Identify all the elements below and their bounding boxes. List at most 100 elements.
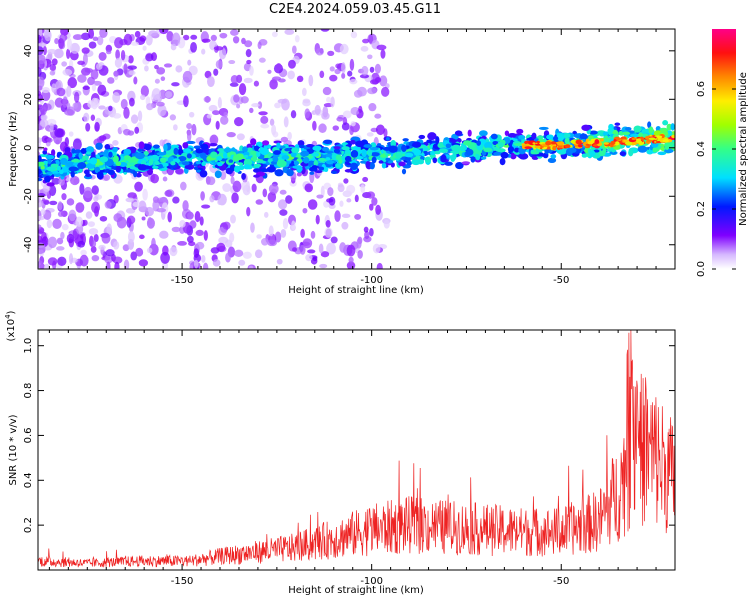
spectrogram-cell (621, 131, 631, 136)
spectrogram-cell (80, 148, 87, 154)
spectrogram-cell (339, 200, 344, 207)
spectrogram-cell (374, 63, 381, 74)
spectrogram-cell (212, 110, 221, 116)
spectrogram-cell (92, 36, 99, 41)
spectrogram-cell (46, 137, 53, 143)
spectrogram-cell (276, 258, 283, 265)
spectrogram-cell (75, 216, 84, 227)
spectrogram-cell (200, 191, 205, 201)
spectrogram-cell (432, 157, 438, 164)
spectrogram-cell (312, 145, 322, 151)
spectrogram-cell (273, 150, 282, 155)
spectrogram-cell (44, 29, 52, 42)
spectrogram-cell (625, 126, 632, 131)
spectrogram-cell (246, 206, 251, 217)
spectrogram-cell (296, 75, 304, 83)
spectrogram-cell (376, 262, 383, 269)
spectrogram-cell (54, 97, 65, 108)
spectrogram-cell (427, 132, 437, 141)
spectrogram-cell (90, 151, 96, 160)
spectrogram-cell (309, 171, 315, 175)
spectrogram-cell (288, 59, 296, 69)
spectrogram-cell (493, 151, 503, 156)
spectrogram-cell (326, 96, 332, 103)
spectrogram-cell (323, 200, 330, 208)
spectrogram-cell (254, 249, 263, 259)
spectrogram-cell (39, 119, 49, 128)
spectrogram-cell (556, 141, 565, 146)
spectrogram-cell (363, 226, 369, 233)
spectrogram-cell (531, 132, 537, 140)
spectrogram-cell (357, 86, 367, 97)
spectrogram-cell (80, 32, 91, 41)
spectrogram-cell (158, 29, 169, 35)
spectrogram-cell (350, 106, 360, 116)
spectrogram-cell (222, 221, 231, 230)
spectrogram-cell (462, 140, 472, 146)
spectrogram-cell (104, 144, 111, 150)
spectrogram-cell (253, 174, 260, 178)
spectrogram-cell (58, 169, 64, 175)
spectrogram-cell (91, 83, 97, 92)
spectrogram-cell (54, 128, 64, 138)
spectrogram-cell (550, 154, 557, 159)
spectrogram-cell (88, 29, 95, 39)
spectrogram-cell (66, 85, 72, 98)
spectrogram-cell (260, 123, 270, 129)
spectrogram-cell (589, 150, 596, 157)
spectrogram-cell (272, 156, 279, 163)
spectrogram-cell (318, 166, 325, 171)
spectrogram-cell (93, 196, 99, 202)
snr-frame (37, 329, 676, 571)
spectrogram-cell (305, 254, 313, 262)
spectrogram-cell (190, 41, 197, 53)
spectrogram-cell (610, 140, 616, 146)
spectrogram-cell (79, 254, 89, 267)
spectrogram-cell (257, 101, 263, 109)
spectrogram-cell (230, 214, 236, 224)
spectrogram-cell (249, 65, 254, 76)
spectrogram-cell (268, 225, 274, 237)
spectrogram-cell (38, 230, 43, 235)
spectrogram-cell (108, 151, 113, 158)
spectrogram-cell (230, 75, 239, 84)
spectrogram-cell (201, 48, 206, 55)
spectrogram-cell (335, 154, 342, 161)
spectrogram-cell (335, 163, 341, 169)
spectrogram-cell (440, 154, 447, 163)
spectrogram-cell (138, 259, 149, 267)
spectrogram-cell (361, 149, 367, 158)
spectrogram-cell (253, 163, 262, 168)
spectrogram-cell (209, 195, 215, 203)
spectrogram-cell (647, 121, 652, 129)
spectrogram-cell (402, 138, 409, 142)
spectrogram-cell (72, 102, 78, 109)
spectrogram-cell (420, 156, 425, 160)
spectrogram-cell (130, 251, 138, 261)
spectrogram-cell (125, 197, 135, 203)
spectrogram-cell (390, 139, 397, 148)
spectrogram-cell (434, 150, 441, 155)
spectrogram-cell (585, 143, 592, 147)
spectrogram-cell (314, 104, 321, 115)
spectrogram-cell (302, 238, 313, 249)
spectrogram-cell (581, 153, 588, 158)
spectrogram-cell (337, 184, 345, 193)
spectrogram-cell (73, 91, 80, 103)
spectrogram-cell (75, 224, 84, 235)
spectrogram-cell (156, 151, 167, 156)
spectrogram-cell (58, 177, 65, 186)
spectrogram-cell (189, 111, 195, 118)
spectrogram-cell (105, 44, 113, 53)
spectrogram-cell (244, 40, 253, 48)
spectrogram-cell (404, 156, 411, 162)
spectrogram-cell (366, 132, 374, 137)
spectrogram-cell (314, 170, 323, 174)
spectrogram-cell (652, 147, 658, 153)
spectrogram-cell (82, 85, 90, 90)
spectrogram-cell (450, 150, 460, 154)
spectrogram-cell (167, 211, 172, 223)
spectrogram-cell (217, 97, 222, 109)
spectrogram-cell (60, 157, 68, 165)
spectrogram-cell (84, 68, 94, 73)
